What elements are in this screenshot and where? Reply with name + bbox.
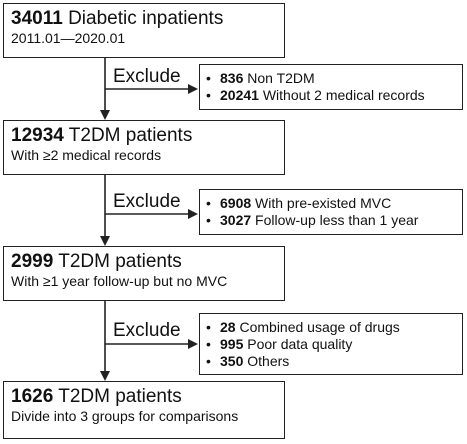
exclusion-box-3: • 28 Combined usage of drugs • 995 Poor da… — [199, 313, 463, 375]
exclusion-2-item-2: • 3027 Follow-up less than 1 year — [206, 212, 462, 229]
cohort-box-3-count: 2999 — [11, 251, 54, 272]
exclude-label-3: Exclude — [111, 320, 183, 342]
cohort-box-2-title: T2DM patients — [68, 125, 193, 146]
exclusion-2-item-1-text: With pre-existed MVC — [255, 195, 392, 211]
exclusion-2-item-2-text: Follow-up less than 1 year — [255, 212, 419, 228]
cohort-box-3-subtitle: With ≥1 year follow-up but no MVC — [11, 273, 228, 289]
exclusion-3-item-3-count: 350 — [220, 353, 244, 369]
cohort-box-4-subtitle: Divide into 3 groups for comparisons — [11, 408, 239, 424]
cohort-box-1: 34011 Diabetic inpatients 2011.01—2020.0… — [3, 3, 285, 58]
exclude-label-1: Exclude — [111, 66, 183, 88]
cohort-box-4-heading: 1626 T2DM patients — [11, 386, 284, 408]
cohort-box-1-subtitle: 2011.01—2020.01 — [11, 30, 126, 46]
bullet-icon: • — [206, 212, 211, 228]
cohort-box-4-count: 1626 — [11, 386, 54, 407]
exclusion-2-item-1: • 6908 With pre-existed MVC — [206, 195, 462, 212]
exclusion-3-item-2-count: 995 — [220, 336, 244, 352]
cohort-box-3-title: T2DM patients — [58, 251, 182, 272]
exclusion-1-item-1-count: 836 — [220, 70, 244, 86]
cohort-box-2-subtitle: With ≥2 medical records — [11, 147, 162, 163]
exclusion-1-item-2-count: 20241 — [220, 87, 259, 103]
cohort-box-3-heading: 2999 T2DM patients — [11, 251, 284, 273]
cohort-box-4-title: T2DM patients — [58, 386, 182, 407]
exclusion-box-2: • 6908 With pre-existed MVC • 3027 Follow-… — [199, 189, 463, 235]
exclusion-1-item-2-text: Without 2 medical records — [262, 87, 425, 103]
exclusion-1-item-1: • 836 Non T2DM — [206, 70, 462, 87]
exclusion-3-item-1-count: 28 — [220, 319, 236, 335]
exclusion-1-item-1-text: Non T2DM — [247, 70, 315, 86]
cohort-box-1-heading: 34011 Diabetic inpatients — [11, 8, 284, 30]
bullet-icon: • — [206, 70, 211, 86]
cohort-box-3: 2999 T2DM patients With ≥1 year follow-u… — [3, 246, 285, 301]
exclusion-1-item-2: • 20241 Without 2 medical records — [206, 87, 462, 104]
bullet-icon: • — [206, 353, 211, 369]
cohort-box-2-heading: 12934 T2DM patients — [11, 125, 284, 147]
exclusion-3-item-2-text: Poor data quality — [247, 336, 353, 352]
exclusion-3-item-2: • 995 Poor data quality — [206, 336, 462, 353]
cohort-box-1-count: 34011 — [11, 8, 63, 29]
exclusion-3-item-1: • 28 Combined usage of drugs — [206, 319, 462, 336]
bullet-icon: • — [206, 319, 211, 335]
bullet-icon: • — [206, 195, 211, 211]
exclusion-2-item-2-count: 3027 — [220, 212, 252, 228]
bullet-icon: • — [206, 87, 211, 103]
cohort-box-2-count: 12934 — [11, 125, 64, 146]
exclusion-3-item-1-text: Combined usage of drugs — [239, 319, 400, 335]
cohort-box-4: 1626 T2DM patients Divide into 3 groups … — [3, 381, 285, 439]
bullet-icon: • — [206, 336, 211, 352]
exclusion-box-1: • 836 Non T2DM • 20241 Without 2 medical r… — [199, 64, 463, 110]
cohort-box-1-title: Diabetic inpatients — [68, 8, 224, 29]
exclusion-2-item-1-count: 6908 — [220, 195, 252, 211]
exclude-label-2: Exclude — [111, 191, 183, 213]
exclusion-3-item-3: • 350 Others — [206, 353, 462, 370]
cohort-box-2: 12934 T2DM patients With ≥2 medical reco… — [3, 120, 285, 175]
exclusion-3-item-3-text: Others — [247, 353, 290, 369]
